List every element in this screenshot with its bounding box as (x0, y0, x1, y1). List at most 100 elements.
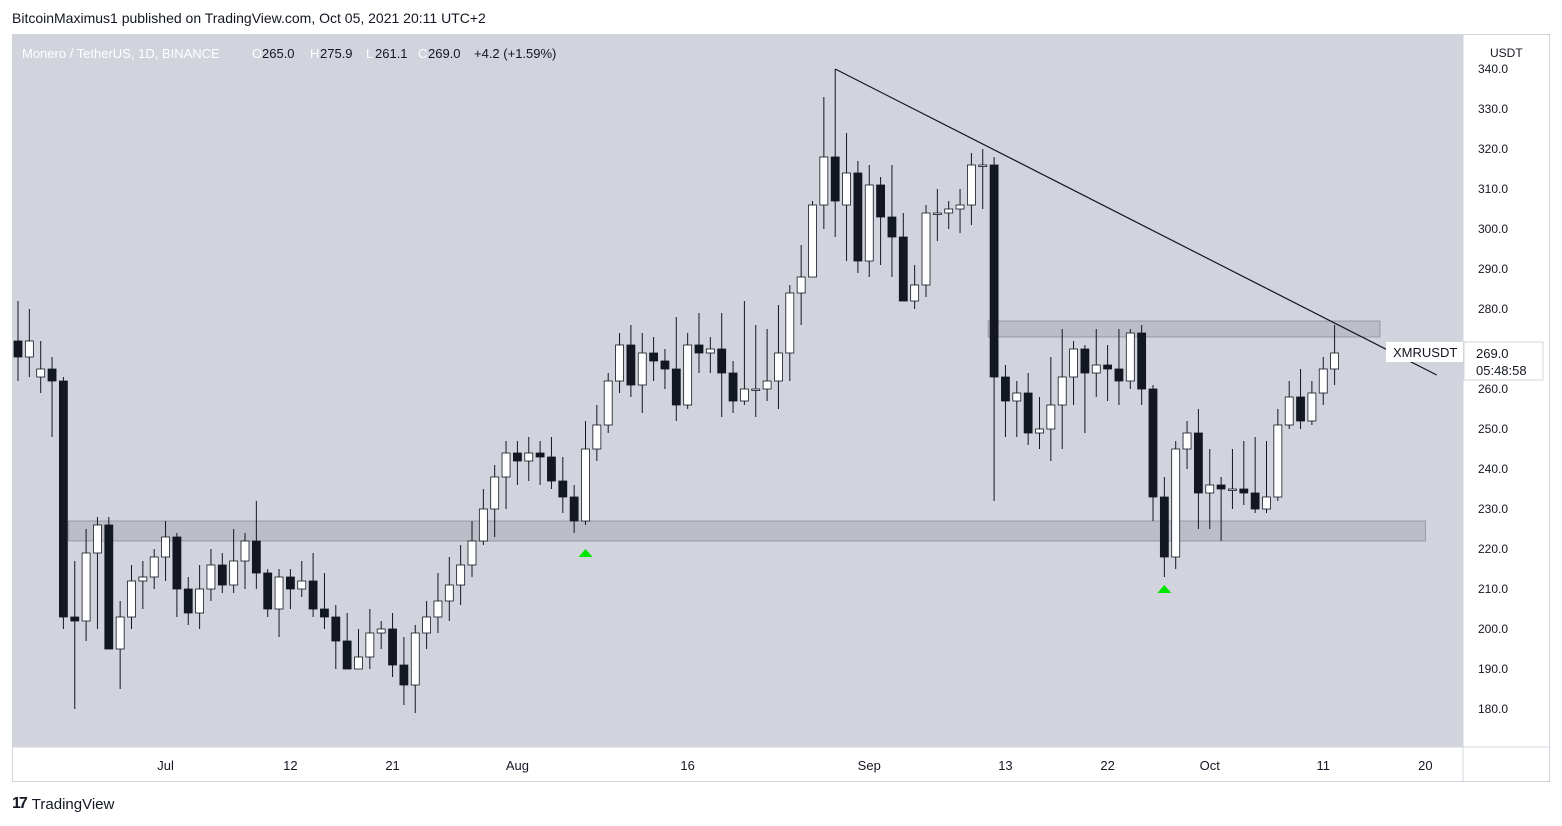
candle-body (1057, 376, 1067, 406)
legend-close: 269.0 (428, 46, 461, 61)
candle (70, 561, 80, 709)
x-tick-label: 20 (1418, 758, 1432, 773)
candle (887, 165, 897, 277)
plot-area[interactable] (13, 35, 1463, 747)
candle (308, 553, 318, 617)
price-tag: XMRUSDT 269.0 05:48:58 (1386, 341, 1544, 381)
candle (921, 205, 931, 297)
candle-body (433, 600, 443, 618)
legend-low: 261.1 (375, 46, 408, 61)
candle-body (728, 372, 738, 402)
candle (229, 529, 239, 593)
candle (1228, 449, 1237, 509)
candle (1012, 381, 1022, 437)
candle-body (274, 576, 284, 610)
candle-body (93, 524, 102, 554)
candle (399, 637, 409, 705)
candle-body (649, 352, 658, 362)
candle (853, 161, 863, 273)
candle (240, 533, 250, 589)
candles (13, 69, 1339, 713)
chart-frame[interactable] (12, 34, 1550, 782)
legend-high-label: H (310, 46, 319, 61)
y-tick-label: 340.0 (1478, 62, 1508, 76)
candle-body (955, 204, 965, 210)
candle-body (1091, 364, 1101, 374)
candle-body (1284, 396, 1294, 426)
candle-body (1171, 448, 1181, 558)
y-tick-label: 240.0 (1478, 462, 1508, 476)
candle-body (217, 564, 227, 586)
price-tag-price: 269.0 (1476, 346, 1509, 361)
candle (830, 69, 840, 237)
candle (104, 517, 114, 650)
candle (535, 441, 545, 485)
legend-open: 265.0 (262, 46, 295, 61)
candle (1023, 373, 1033, 445)
candle-body (240, 540, 250, 562)
candle (365, 609, 375, 669)
candle (728, 361, 738, 413)
candle (59, 377, 68, 629)
candle (989, 157, 999, 501)
candle-body (490, 476, 500, 510)
candle-body (501, 452, 511, 478)
candle-body (853, 172, 863, 262)
candle-body (444, 584, 454, 602)
candle-body (1205, 484, 1215, 494)
candle-body (660, 360, 670, 370)
candle (1205, 449, 1215, 529)
y-tick-label: 320.0 (1478, 142, 1508, 156)
candle-body (717, 348, 727, 374)
candle-body (422, 616, 432, 634)
candle (513, 441, 522, 485)
candle (1330, 325, 1339, 385)
candle (819, 97, 829, 229)
candle-body (910, 284, 920, 302)
y-tick-label: 180.0 (1478, 702, 1508, 716)
candle (637, 333, 647, 413)
candle-body (138, 576, 148, 582)
candle (762, 329, 772, 401)
candle-body (898, 236, 908, 302)
trendline (834, 68, 1438, 376)
candle (842, 133, 851, 261)
candle (297, 561, 307, 597)
candle (649, 337, 658, 381)
zone-0 (68, 520, 1426, 542)
candle-body (1250, 492, 1260, 510)
x-tick-label: 11 (1317, 758, 1331, 773)
candle (444, 557, 454, 621)
candle (524, 437, 534, 481)
y-tick-label: 310.0 (1478, 182, 1508, 196)
candle-body (830, 156, 840, 202)
candle-body (887, 216, 897, 238)
candle-body (183, 588, 193, 614)
candle-body (683, 344, 693, 406)
candle-body (751, 388, 761, 391)
candle (683, 333, 693, 409)
candle (774, 305, 783, 409)
candle-body (626, 344, 636, 386)
candle (36, 341, 46, 393)
x-tick-label: 12 (283, 758, 297, 773)
candle-body (1046, 404, 1056, 430)
candle (217, 553, 227, 593)
price-axis[interactable] (1463, 35, 1549, 747)
candle-body (671, 368, 681, 406)
candle-body (1080, 348, 1090, 374)
candle-body (342, 640, 352, 670)
candle (1148, 385, 1158, 521)
candle (740, 301, 749, 405)
candle-body (354, 656, 363, 670)
candle-body (172, 536, 182, 590)
candle-body (161, 536, 170, 558)
candle-body (13, 340, 23, 358)
x-tick-label: 21 (385, 758, 399, 773)
zone-1 (987, 320, 1381, 338)
candle-body (36, 368, 46, 378)
candle-body (796, 276, 806, 294)
time-axis[interactable] (13, 747, 1463, 781)
x-tick-label: Sep (858, 758, 881, 773)
